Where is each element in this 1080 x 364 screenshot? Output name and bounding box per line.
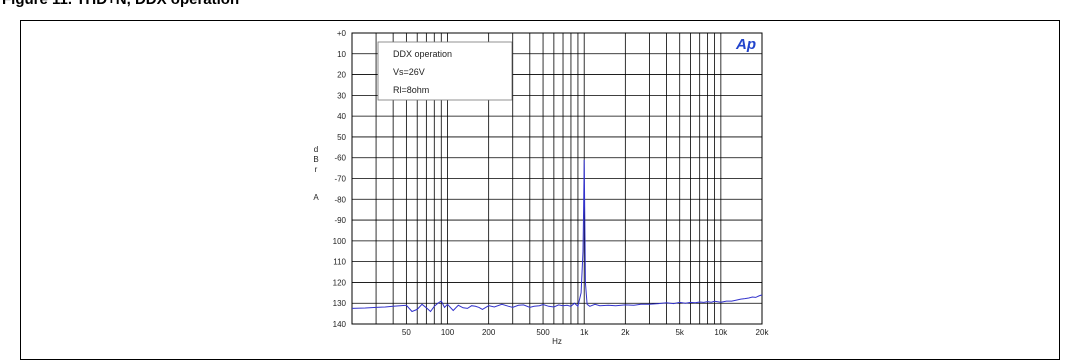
legend-background (377, 41, 513, 101)
tick-layer: 50 100 200 500 1k 2k 5k 10k 20k +0 10 20 30 40 50 -60 -7… (333, 29, 770, 337)
x-tick-label: 50 (402, 328, 411, 337)
y-axis-label-r: r (315, 165, 318, 174)
y-tick-label: -80 (334, 195, 346, 204)
y-tick-label: -70 (334, 175, 346, 184)
x-tick-label: 5k (675, 328, 684, 337)
y-tick-label: 110 (333, 258, 346, 267)
figure-caption-bar: Figure 11. THD+N, DDX operation (0, 0, 1080, 14)
x-axis-label: Hz (552, 337, 562, 346)
x-tick-label: 500 (536, 328, 550, 337)
y-tick-label: 40 (337, 112, 346, 121)
plot-border (351, 32, 763, 325)
y-axis-label-b: B (313, 155, 318, 164)
y-tick-label: 120 (333, 278, 347, 287)
series-layer (351, 159, 763, 313)
y-tick-label: -60 (334, 154, 346, 163)
legend-entry-supply: Vs=26V (393, 67, 425, 77)
y-axis-label-d: d (314, 145, 318, 154)
y-tick-label: 20 (337, 71, 346, 80)
legend-entry-load: Rl=8ohm (393, 85, 429, 95)
y-tick-label: 100 (333, 237, 347, 246)
y-tick-label: 50 (337, 133, 346, 142)
figure-caption: Figure 11. THD+N, DDX operation (2, 0, 239, 8)
y-axis-label-a: A (313, 193, 319, 202)
y-tick-label: 140 (333, 320, 347, 329)
legend-entry-operation: DDX operation (393, 49, 452, 59)
x-tick-label: 10k (714, 328, 728, 337)
y-tick-label: +0 (337, 29, 347, 38)
series-line-0 (351, 159, 763, 313)
ap-logo: Ap (735, 36, 756, 53)
y-tick-label: -90 (334, 216, 346, 225)
x-tick-label: 1k (580, 328, 589, 337)
x-tick-label: 200 (482, 328, 496, 337)
figure-frame (20, 20, 1060, 360)
x-tick-label: 20k (756, 328, 770, 337)
x-tick-label: 100 (441, 328, 455, 337)
legend-box: DDX operation Vs=26V Rl=8ohm (377, 41, 513, 101)
y-tick-label: 10 (337, 50, 346, 59)
y-tick-label: 30 (337, 91, 346, 100)
x-tick-label: 2k (621, 328, 630, 337)
y-tick-label: 130 (333, 299, 347, 308)
